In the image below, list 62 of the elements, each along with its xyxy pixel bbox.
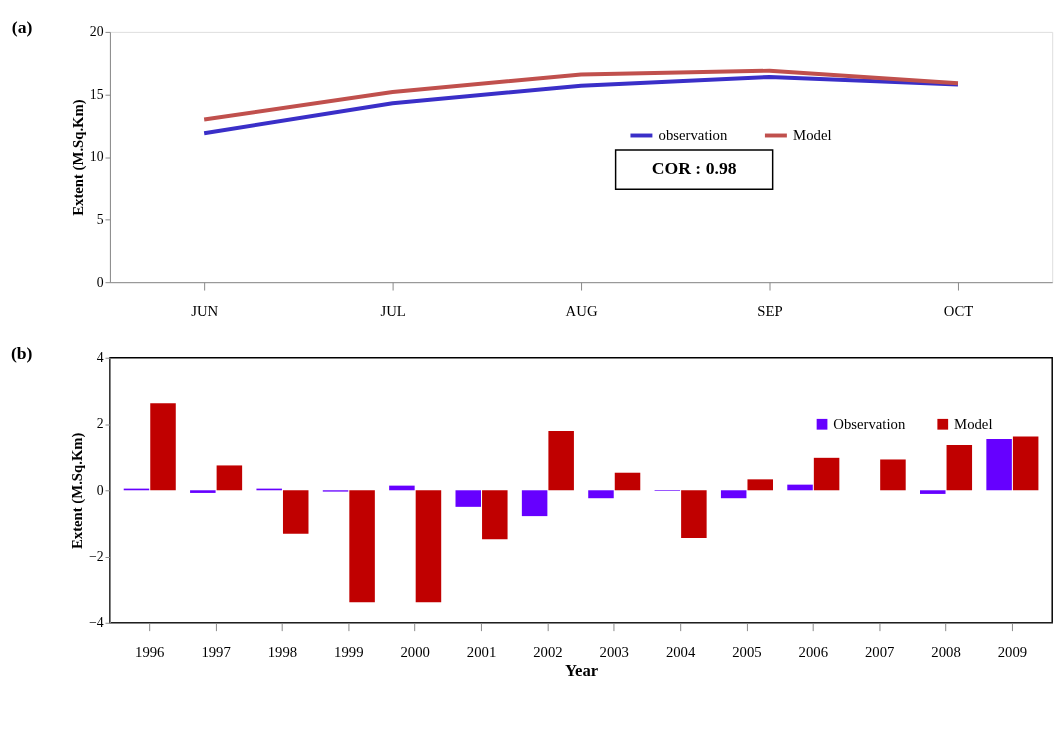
bar: [787, 484, 813, 491]
chart-title: (b): [10, 342, 33, 363]
y-tick-label: −2: [88, 548, 104, 564]
x-tick-label: 1997: [201, 643, 231, 660]
bar: [986, 438, 1012, 491]
bar: [813, 457, 840, 491]
bar: [482, 490, 508, 540]
y-tick-label: 20: [89, 24, 104, 40]
y-axis-title: Extent (M.Sq.Km): [69, 99, 87, 216]
bar: [190, 490, 216, 493]
legend-label: observation: [658, 127, 728, 144]
bar: [614, 472, 641, 491]
x-tick-label: 2009: [997, 643, 1028, 660]
y-tick-label: 2: [96, 416, 104, 432]
x-axis-title: Year: [564, 661, 599, 681]
x-tick-label: 1999: [334, 643, 364, 660]
bar: [282, 490, 309, 534]
x-tick-label: 2006: [798, 643, 829, 660]
bar: [548, 430, 574, 491]
x-tick-label: 2008: [931, 643, 961, 660]
x-tick-label: JUL: [380, 303, 406, 320]
bar: [216, 465, 243, 491]
bar: [415, 490, 442, 603]
bar: [521, 490, 548, 517]
y-tick-label: 4: [96, 350, 104, 366]
x-tick-label: JUN: [191, 303, 219, 320]
y-tick-label: 15: [89, 86, 104, 102]
x-tick-label: 2001: [466, 643, 497, 660]
bar: [349, 490, 375, 603]
x-tick-label: SEP: [757, 303, 783, 320]
x-tick-label: 2000: [400, 643, 430, 660]
x-tick-label: 1998: [267, 643, 298, 660]
y-tick-label: 10: [89, 149, 104, 165]
legend-label: Observation: [833, 416, 906, 433]
x-tick-label: 2003: [599, 643, 629, 660]
annotation: COR : 0.98: [651, 158, 737, 179]
legend-label: Model: [793, 127, 832, 144]
x-tick-label: AUG: [565, 303, 598, 320]
bar: [681, 490, 707, 538]
x-tick-label: OCT: [943, 303, 974, 320]
bar: [880, 459, 906, 491]
line-series: [202, 68, 960, 122]
x-tick-label: 2007: [864, 643, 895, 660]
y-tick-label: 0: [96, 274, 104, 290]
x-tick-label: 2005: [732, 643, 762, 660]
bar: [455, 490, 482, 507]
bar: [747, 479, 773, 491]
y-tick-label: 0: [96, 482, 104, 498]
bar: [920, 490, 946, 494]
y-tick-label: 5: [96, 212, 104, 228]
bar: [1012, 436, 1039, 491]
x-tick-label: 1996: [135, 643, 165, 660]
x-tick-label: 2002: [533, 643, 563, 660]
bar: [946, 444, 973, 491]
bar: [720, 490, 747, 499]
legend-label: Model: [954, 416, 993, 433]
bar: [150, 403, 176, 491]
y-axis-title: Extent (M.Sq.Km): [69, 432, 87, 550]
y-tick-label: −4: [88, 615, 104, 631]
chart-title: (a): [11, 16, 33, 37]
x-tick-label: 2004: [665, 643, 696, 660]
bar: [588, 490, 614, 499]
